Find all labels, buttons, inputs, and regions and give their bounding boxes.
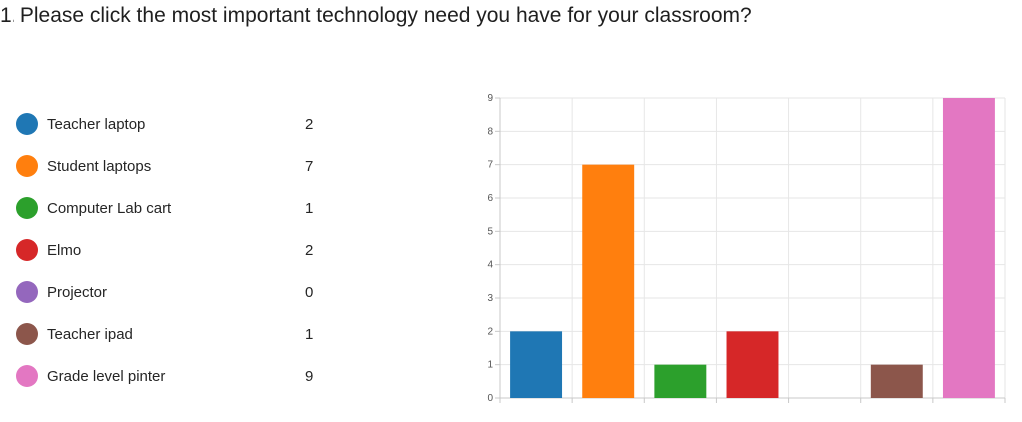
y-tick-label: 3: [487, 293, 493, 304]
bar-1: [510, 331, 563, 398]
legend-label: Elmo: [47, 241, 82, 259]
y-tick-label: 9: [487, 93, 493, 104]
legend-count: 1: [305, 325, 314, 343]
legend-count: 1: [305, 199, 314, 217]
bar-7: [942, 98, 995, 398]
legend-label: Student laptops: [47, 157, 152, 175]
legend-count: 0: [305, 283, 314, 301]
y-tick-label: 6: [487, 193, 493, 204]
legend-count: 9: [305, 367, 314, 385]
legend-swatch-icon: [16, 239, 38, 261]
y-tick-label: 5: [487, 226, 493, 237]
question-number: 1.: [0, 4, 14, 27]
legend-label: Projector: [47, 283, 108, 301]
bar-6: [870, 364, 923, 398]
legend-item: Grade level pinter 9: [16, 355, 326, 397]
legend-label: Computer Lab cart: [47, 199, 172, 217]
legend-label: Grade level pinter: [47, 367, 166, 385]
y-tick-label: 7: [487, 160, 493, 171]
y-tick-label: 4: [487, 260, 493, 271]
legend-item: Teacher laptop 2: [16, 103, 326, 145]
legend-swatch-icon: [16, 323, 38, 345]
question-text: Please click the most important technolo…: [19, 4, 752, 27]
legend-item: Student laptops 7: [16, 145, 326, 187]
legend-item: Projector 0: [16, 271, 326, 313]
bar-3: [654, 364, 707, 398]
legend-label: Teacher ipad: [47, 325, 133, 343]
bar-4: [726, 331, 779, 398]
y-tick-label: 1: [487, 360, 493, 371]
legend-count: 7: [305, 157, 314, 175]
legend-swatch-icon: [16, 155, 38, 177]
y-tick-label: 2: [487, 326, 493, 337]
legend-item: Elmo 2: [16, 229, 326, 271]
legend-count: 2: [305, 241, 314, 259]
question-title: 1. Please click the most important techn…: [0, 4, 752, 36]
legend-item: Computer Lab cart 1: [16, 187, 326, 229]
bar-2: [582, 164, 635, 398]
bar-chart: 0 1 2 3 4 5 6 7 8 9: [487, 93, 1006, 404]
legend-label: Teacher laptop: [47, 115, 146, 133]
legend-count: 2: [305, 115, 314, 133]
legend-swatch-icon: [16, 365, 38, 387]
y-tick-label: 8: [487, 126, 493, 137]
y-tick-label: 0: [487, 393, 493, 404]
legend-item: Teacher ipad 1: [16, 313, 326, 355]
legend-swatch-icon: [16, 197, 38, 219]
chart-legend: Teacher laptop 2 Student laptops 7 Compu…: [16, 103, 326, 397]
legend-swatch-icon: [16, 113, 38, 135]
legend-swatch-icon: [16, 281, 38, 303]
